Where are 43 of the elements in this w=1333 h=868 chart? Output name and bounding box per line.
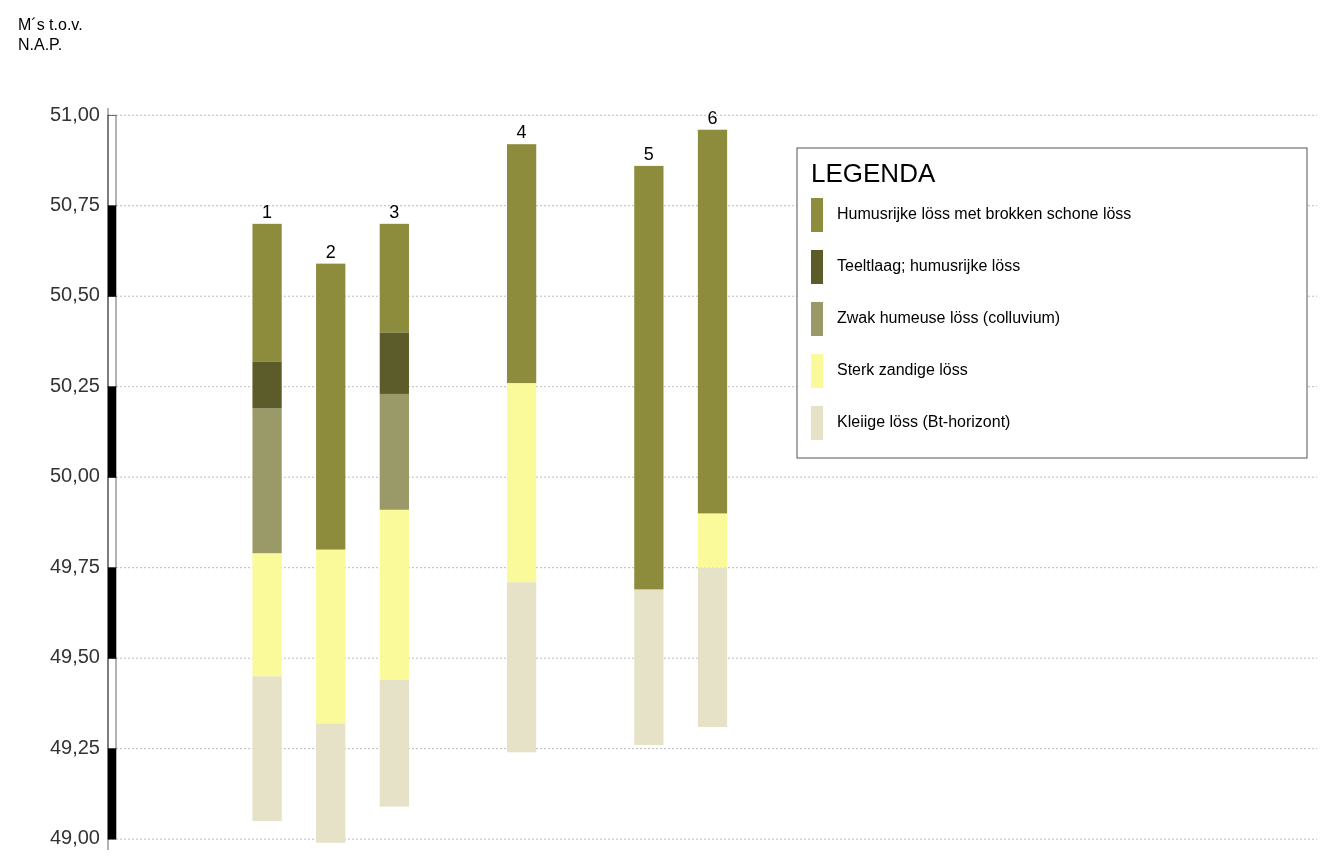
bar	[379, 332, 409, 394]
bar	[379, 393, 409, 510]
bar	[506, 144, 537, 384]
bar	[252, 408, 282, 554]
bar	[316, 263, 346, 550]
bar	[316, 723, 346, 843]
legend-label: Teeltlaag; humusrijke löss	[837, 257, 1021, 275]
x-tick-label: 6	[707, 107, 718, 128]
bar	[697, 129, 728, 514]
bar	[506, 582, 537, 753]
y-tick-label: 49,50	[49, 645, 100, 668]
y-tick-label: 49,25	[49, 735, 100, 758]
y-tick-label: 50,00	[49, 464, 100, 487]
y-tick-label: 49,00	[49, 826, 100, 849]
x-tick-label: 4	[516, 122, 527, 143]
bar	[634, 589, 664, 746]
bar	[379, 223, 409, 333]
legend-label: Kleiige löss (Bt-horizont)	[837, 413, 1011, 431]
bar	[252, 676, 282, 822]
bar	[634, 165, 664, 590]
y-tick-label: 51,00	[49, 102, 100, 125]
bar	[316, 549, 346, 724]
x-tick-label: 1	[262, 201, 273, 222]
bar	[506, 383, 537, 583]
y-axis-title: M´s t.o.v. N.A.P.	[18, 16, 83, 53]
bar	[697, 513, 728, 568]
bar	[379, 509, 409, 680]
bar	[697, 567, 728, 727]
legend-label: Humusrijke löss met brokken schone löss	[837, 205, 1132, 223]
legend-label: Zwak humeuse löss (colluvium)	[837, 309, 1061, 327]
x-tick-label: 2	[325, 241, 336, 262]
y-tick-label: 49,75	[49, 554, 100, 577]
legend-title: LEGENDA	[811, 158, 936, 188]
bar	[379, 679, 409, 807]
y-tick-label: 50,75	[49, 193, 100, 216]
y-tick-label: 50,50	[49, 283, 100, 306]
legend-label: Sterk zandige löss	[837, 361, 968, 379]
y-tick-label: 50,25	[49, 373, 100, 396]
x-tick-label: 3	[389, 201, 400, 222]
bar	[252, 361, 282, 409]
bar	[252, 223, 282, 362]
x-tick-label: 5	[643, 143, 654, 164]
bar	[252, 553, 282, 677]
